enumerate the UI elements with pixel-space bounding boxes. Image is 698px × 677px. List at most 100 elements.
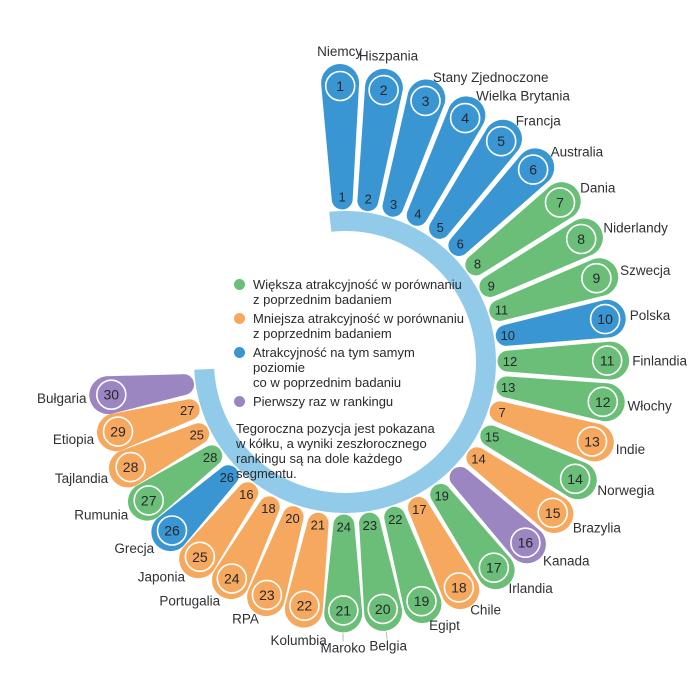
rank-ring	[368, 74, 399, 106]
previous-rank-number: 25	[190, 427, 204, 442]
rank-ring	[591, 345, 623, 376]
previous-rank-number: 16	[239, 487, 253, 502]
previous-rank-number: 19	[434, 488, 448, 503]
segment-bar	[321, 64, 360, 210]
previous-rank-number: 11	[495, 302, 509, 317]
country-segment: 11 12 Finlandia	[497, 341, 687, 380]
current-rank-number: 4	[461, 110, 469, 126]
segment-bar	[406, 96, 486, 226]
previous-rank-number: 27	[180, 403, 194, 418]
country-label: Australia	[551, 145, 604, 160]
previous-rank-number: 8	[474, 256, 481, 271]
previous-rank-number: 3	[390, 197, 397, 212]
current-rank-number: 24	[224, 571, 240, 587]
country-segment: 13 7 Indie	[489, 401, 645, 462]
rank-ring	[544, 187, 576, 218]
country-label: Tajlandia	[55, 471, 109, 486]
current-rank-number: 28	[123, 459, 139, 475]
country-label: Norwegia	[597, 483, 655, 498]
country-label: Japonia	[138, 570, 186, 585]
country-segment: 24 18 Portugalia	[159, 496, 280, 608]
segment-bar	[407, 496, 480, 610]
segment-bar	[382, 79, 446, 217]
country-label: Maroko	[320, 640, 365, 655]
segment-bar	[489, 401, 614, 462]
segment-bar	[89, 374, 195, 415]
rank-ring	[510, 527, 541, 559]
segment-bar	[465, 182, 581, 276]
country-segment: 21 24 Maroko	[320, 514, 366, 655]
rank-ring	[565, 223, 597, 255]
segment-bar	[179, 482, 259, 579]
country-segment: 15 14 Brazylia	[466, 447, 621, 535]
country-segment: 1 1 Niemcy	[317, 44, 362, 210]
previous-rank-number: 26	[220, 470, 234, 485]
country-segment: 23 20 RPA	[232, 506, 304, 626]
rank-ring	[367, 593, 399, 625]
country-segment: 14 15 Norwegia	[480, 425, 655, 500]
segment-bar	[324, 514, 363, 633]
country-label: Bułgaria	[37, 391, 87, 406]
current-rank-number: 18	[451, 579, 467, 595]
country-segment: 2 2 Hiszpania	[357, 48, 419, 212]
legend-dot-same-icon	[234, 347, 245, 358]
previous-rank-number: 22	[388, 512, 402, 527]
country-label: Portugalia	[159, 593, 220, 608]
chart-legend: Większa atrakcyjność w porównaniu z poprz…	[234, 277, 466, 481]
previous-rank-number: 7	[498, 405, 505, 420]
rank-ring	[576, 426, 608, 457]
country-segment: 29 27 Etiopia	[53, 399, 200, 452]
country-segment: 10 10 Polska	[495, 299, 671, 346]
current-rank-number: 29	[110, 424, 126, 440]
current-rank-number: 23	[259, 587, 275, 603]
segment-bar	[430, 483, 515, 590]
rank-ring	[133, 485, 164, 516]
segment-bar	[247, 506, 304, 617]
segment-bar	[108, 423, 210, 488]
country-label: Etiopia	[53, 432, 95, 447]
country-label: Finlandia	[632, 353, 687, 368]
country-label: Włochy	[628, 398, 673, 413]
country-label: Wielka Brytania	[476, 89, 570, 104]
country-label: Grecja	[114, 541, 154, 556]
legend-item-declined: Mniejsza atrakcyjność w porównaniu z popr…	[234, 311, 466, 341]
segment-bar	[357, 68, 403, 212]
current-rank-number: 10	[597, 311, 613, 327]
rank-ring	[102, 416, 134, 447]
country-segment: 17 19 Irlandia	[430, 483, 554, 596]
previous-rank-number: 6	[457, 237, 464, 252]
segment-bar	[211, 496, 280, 600]
country-segment: 30 Bułgaria	[37, 374, 195, 415]
rank-ring	[443, 572, 475, 603]
previous-rank-number: 12	[503, 354, 517, 369]
legend-dot-declined-icon	[234, 313, 245, 324]
legend-label: Pierwszy raz w rankingu	[253, 394, 394, 409]
current-rank-number: 12	[595, 394, 611, 410]
current-rank-number: 11	[600, 353, 615, 369]
legend-item-same: Atrakcyjność na tym samym poziomie co w p…	[234, 345, 466, 390]
country-label: Rumunia	[74, 508, 129, 523]
previous-rank-number: 4	[414, 207, 421, 222]
previous-rank-number: 17	[412, 502, 426, 517]
current-rank-number: 8	[577, 231, 585, 247]
country-label: Irlandia	[509, 581, 554, 596]
legend-dot-new-icon	[234, 396, 245, 407]
segment-bar	[480, 425, 597, 500]
legend-label: Mniejsza atrakcyjność w porównaniu z popr…	[253, 311, 464, 341]
country-segment: 7 8 Dania	[465, 180, 616, 276]
rank-ring	[216, 563, 248, 594]
country-label: Chile	[470, 603, 501, 618]
rank-ring	[115, 451, 146, 483]
current-rank-number: 20	[375, 601, 391, 617]
segment-bar	[128, 445, 223, 521]
current-rank-number: 7	[556, 195, 564, 211]
country-label: Hiszpania	[359, 48, 419, 63]
country-label: Kolumbia	[270, 633, 327, 648]
country-label: Niderlandy	[603, 220, 668, 235]
country-segment: 6 6 Australia	[448, 145, 604, 256]
previous-rank-number: 20	[285, 511, 299, 526]
previous-rank-number: 23	[363, 518, 377, 533]
rank-ring	[324, 70, 356, 102]
